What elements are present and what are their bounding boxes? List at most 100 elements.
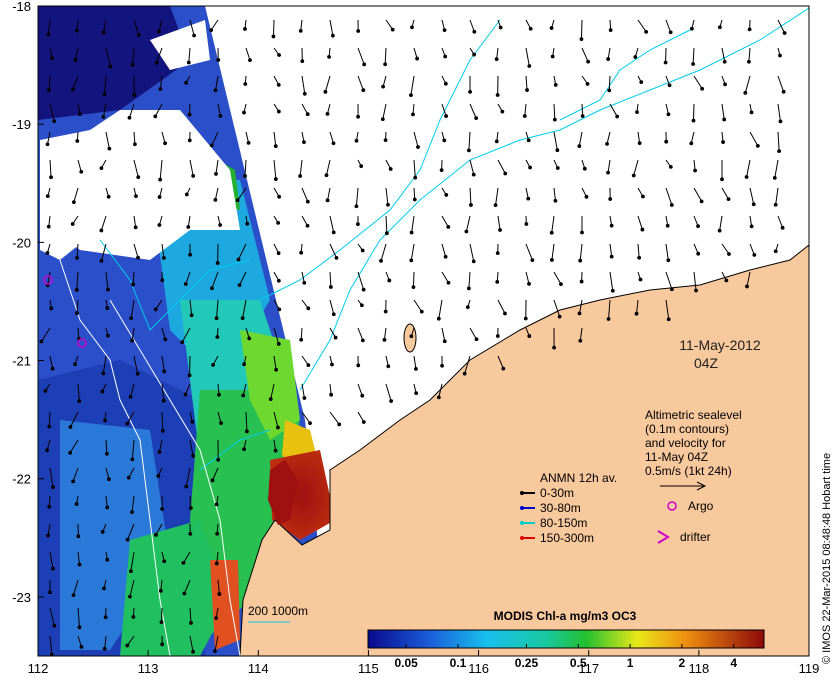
velocity-arrow-head (136, 255, 140, 260)
velocity-arrow-head (298, 174, 303, 178)
velocity-arrow (41, 327, 51, 342)
velocity-arrow-head (361, 420, 366, 424)
velocity-arrow-head (188, 252, 193, 257)
velocity-arrow (525, 47, 530, 67)
velocity-arrow-head (51, 485, 55, 490)
velocity-arrow-head (50, 366, 55, 371)
velocity-arrow-head (578, 258, 583, 263)
velocity-arrow-head (276, 220, 281, 225)
anmn-depth-label: 80-150m (540, 516, 587, 530)
velocity-arrow (133, 215, 137, 228)
velocity-arrow-head (71, 479, 76, 484)
velocity-arrow (775, 187, 779, 205)
velocity-arrow (665, 271, 673, 290)
velocity-arrow (100, 215, 107, 231)
velocity-arrow-head (191, 649, 195, 654)
velocity-arrow (216, 299, 219, 319)
velocity-arrow (156, 47, 163, 63)
latitude-tick-label: -22 (12, 472, 31, 487)
longitude-axis: 112 113 114 115 116 117 118 119 (28, 650, 819, 676)
velocity-arrow-head (240, 316, 245, 321)
velocity-arrow-head (189, 313, 194, 318)
velocity-arrow-head (213, 649, 217, 654)
velocity-arrow-head (409, 230, 414, 235)
velocity-arrow-head (388, 167, 393, 171)
velocity-arrow (161, 383, 165, 401)
velocity-arrow-head (276, 82, 281, 87)
velocity-arrow-head (100, 389, 105, 394)
velocity-arrow-head (181, 560, 186, 565)
velocity-arrow (468, 271, 471, 289)
velocity-arrow (212, 467, 219, 481)
velocity-arrow-head (184, 80, 189, 85)
velocity-arrow-head (214, 316, 219, 321)
velocity-arrow-head (274, 367, 279, 372)
velocity-arrow (131, 439, 135, 460)
velocity-arrow-head (359, 164, 364, 169)
velocity-arrow-head (527, 64, 532, 68)
velocity-arrow-head (722, 117, 727, 122)
longitude-tick-label: 112 (28, 661, 49, 676)
velocity-arrow-head (720, 177, 724, 182)
velocity-arrow (160, 607, 163, 623)
velocity-arrow (749, 131, 759, 147)
velocity-arrow-head (550, 258, 554, 262)
velocity-arrow-head (439, 168, 444, 173)
velocity-arrow (411, 215, 415, 233)
velocity-arrow (692, 103, 695, 121)
velocity-arrow (777, 131, 780, 152)
velocity-arrow-head (46, 533, 51, 538)
velocity-arrow-head (387, 278, 392, 283)
velocity-arrow-head (669, 203, 674, 207)
velocity-arrow-head (693, 168, 697, 173)
velocity-arrow (105, 467, 110, 480)
velocity-arrow-head (334, 255, 339, 260)
velocity-arrow-head (414, 391, 419, 396)
velocity-arrow (553, 271, 562, 285)
velocity-arrow (215, 159, 219, 174)
velocity-arrow-head (235, 198, 240, 203)
velocity-arrow (497, 355, 504, 369)
velocity-arrow-head (585, 81, 590, 86)
velocity-arrow (299, 159, 303, 177)
velocity-arrow-head (722, 59, 727, 64)
velocity-arrow-head (446, 280, 451, 285)
velocity-arrow-head (717, 228, 722, 233)
velocity-arrow (76, 271, 79, 290)
credit-label: © IMOS 22-Mar-2015 08:48:48 Hobart time (821, 453, 833, 664)
velocity-arrow-head (530, 258, 535, 263)
velocity-arrow (329, 131, 334, 144)
velocity-arrow (238, 243, 247, 260)
velocity-arrow-head (183, 282, 188, 286)
velocity-arrow-head (669, 287, 674, 292)
velocity-arrow-head (413, 175, 418, 180)
velocity-arrow (748, 47, 751, 62)
velocity-arrow-head (360, 393, 365, 398)
colorbar-title: MODIS Chl-a mg/m3 OC3 (494, 609, 637, 623)
velocity-arrow-head (189, 621, 193, 625)
velocity-arrow (245, 411, 248, 432)
velocity-arrow-head (183, 392, 188, 397)
velocity-arrow-head (237, 283, 242, 288)
velocity-arrow-head (777, 149, 782, 154)
anmn-depth-label: 30-80m (540, 501, 581, 515)
velocity-arrow-head (578, 338, 583, 343)
velocity-arrow-head (664, 139, 669, 144)
velocity-arrow-head (383, 138, 388, 143)
velocity-arrow-head (584, 194, 589, 199)
velocity-arrow (413, 299, 423, 312)
velocity-arrow-head (187, 138, 192, 143)
velocity-arrow-head (243, 27, 247, 31)
longitude-tick-label: 117 (578, 661, 599, 676)
velocity-arrow-head (192, 33, 196, 38)
velocity-arrow-head (723, 82, 727, 87)
velocity-arrow (242, 383, 247, 396)
velocity-arrow (129, 579, 135, 597)
velocity-arrow (102, 103, 107, 118)
velocity-arrow (469, 19, 475, 32)
velocity-arrow-head (555, 166, 560, 170)
velocity-arrow-head (74, 502, 79, 506)
velocity-arrow-head (209, 28, 214, 33)
velocity-arrow-head (727, 252, 731, 256)
velocity-arrow-head (361, 287, 366, 292)
